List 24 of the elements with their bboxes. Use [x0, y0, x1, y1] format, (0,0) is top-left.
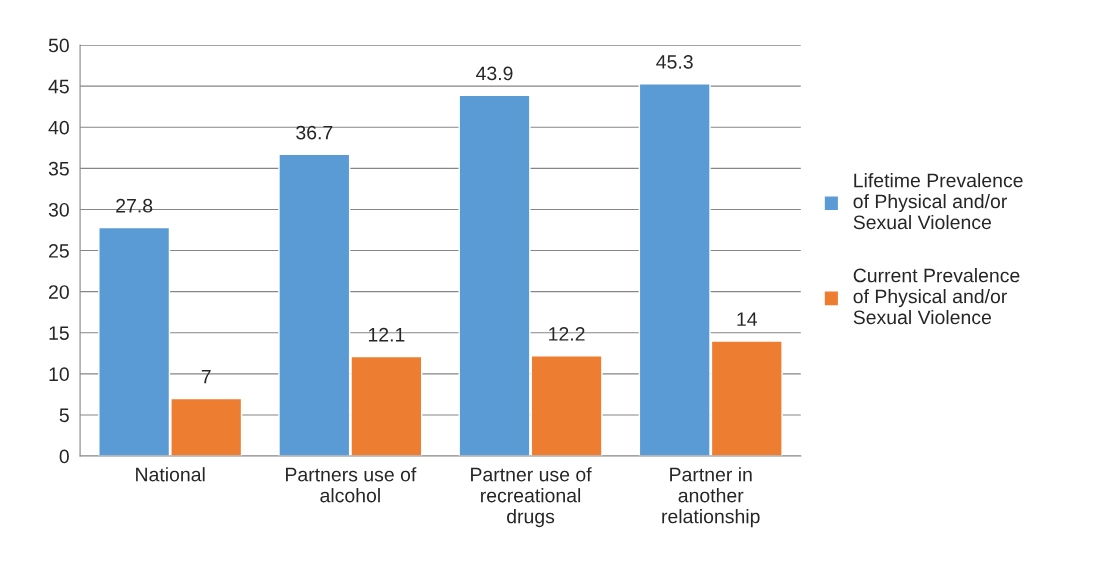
x-tick-label: Partner use of recreational drugs — [471, 467, 592, 528]
legend-label: Current Prevalence of Physical and/or Sexual Violence — [853, 268, 1020, 325]
data-label: 12.1 — [368, 327, 405, 342]
y-tick-label: 40 — [48, 120, 69, 135]
y-tick-label: 15 — [49, 326, 69, 340]
y-tick-label: 25 — [49, 244, 69, 258]
y-tick-label: 5 — [59, 408, 69, 423]
y-tick-label: 0 — [59, 449, 69, 464]
data-label: 7 — [201, 369, 211, 384]
data-label: 36.7 — [296, 125, 333, 140]
y-tick-label: 45 — [48, 79, 69, 94]
x-tick-label: Partners use of alcohol — [286, 467, 417, 503]
x-tick-label: National — [136, 467, 205, 482]
y-tick-label: 10 — [49, 367, 69, 382]
y-tick-label: 30 — [48, 202, 69, 217]
data-label: 43.9 — [476, 66, 513, 81]
data-label: 45.3 — [656, 54, 693, 69]
data-label: 14 — [737, 312, 757, 326]
data-label: 12.2 — [549, 327, 585, 341]
y-tick-label: 50 — [48, 38, 69, 53]
x-tick-label: Partner in another relationship — [662, 467, 760, 528]
legend-label: Lifetime Prevalence of Physical and/or Sexual Violence — [853, 173, 1023, 230]
y-tick-label: 20 — [49, 285, 69, 299]
y-tick-label: 35 — [48, 161, 69, 176]
